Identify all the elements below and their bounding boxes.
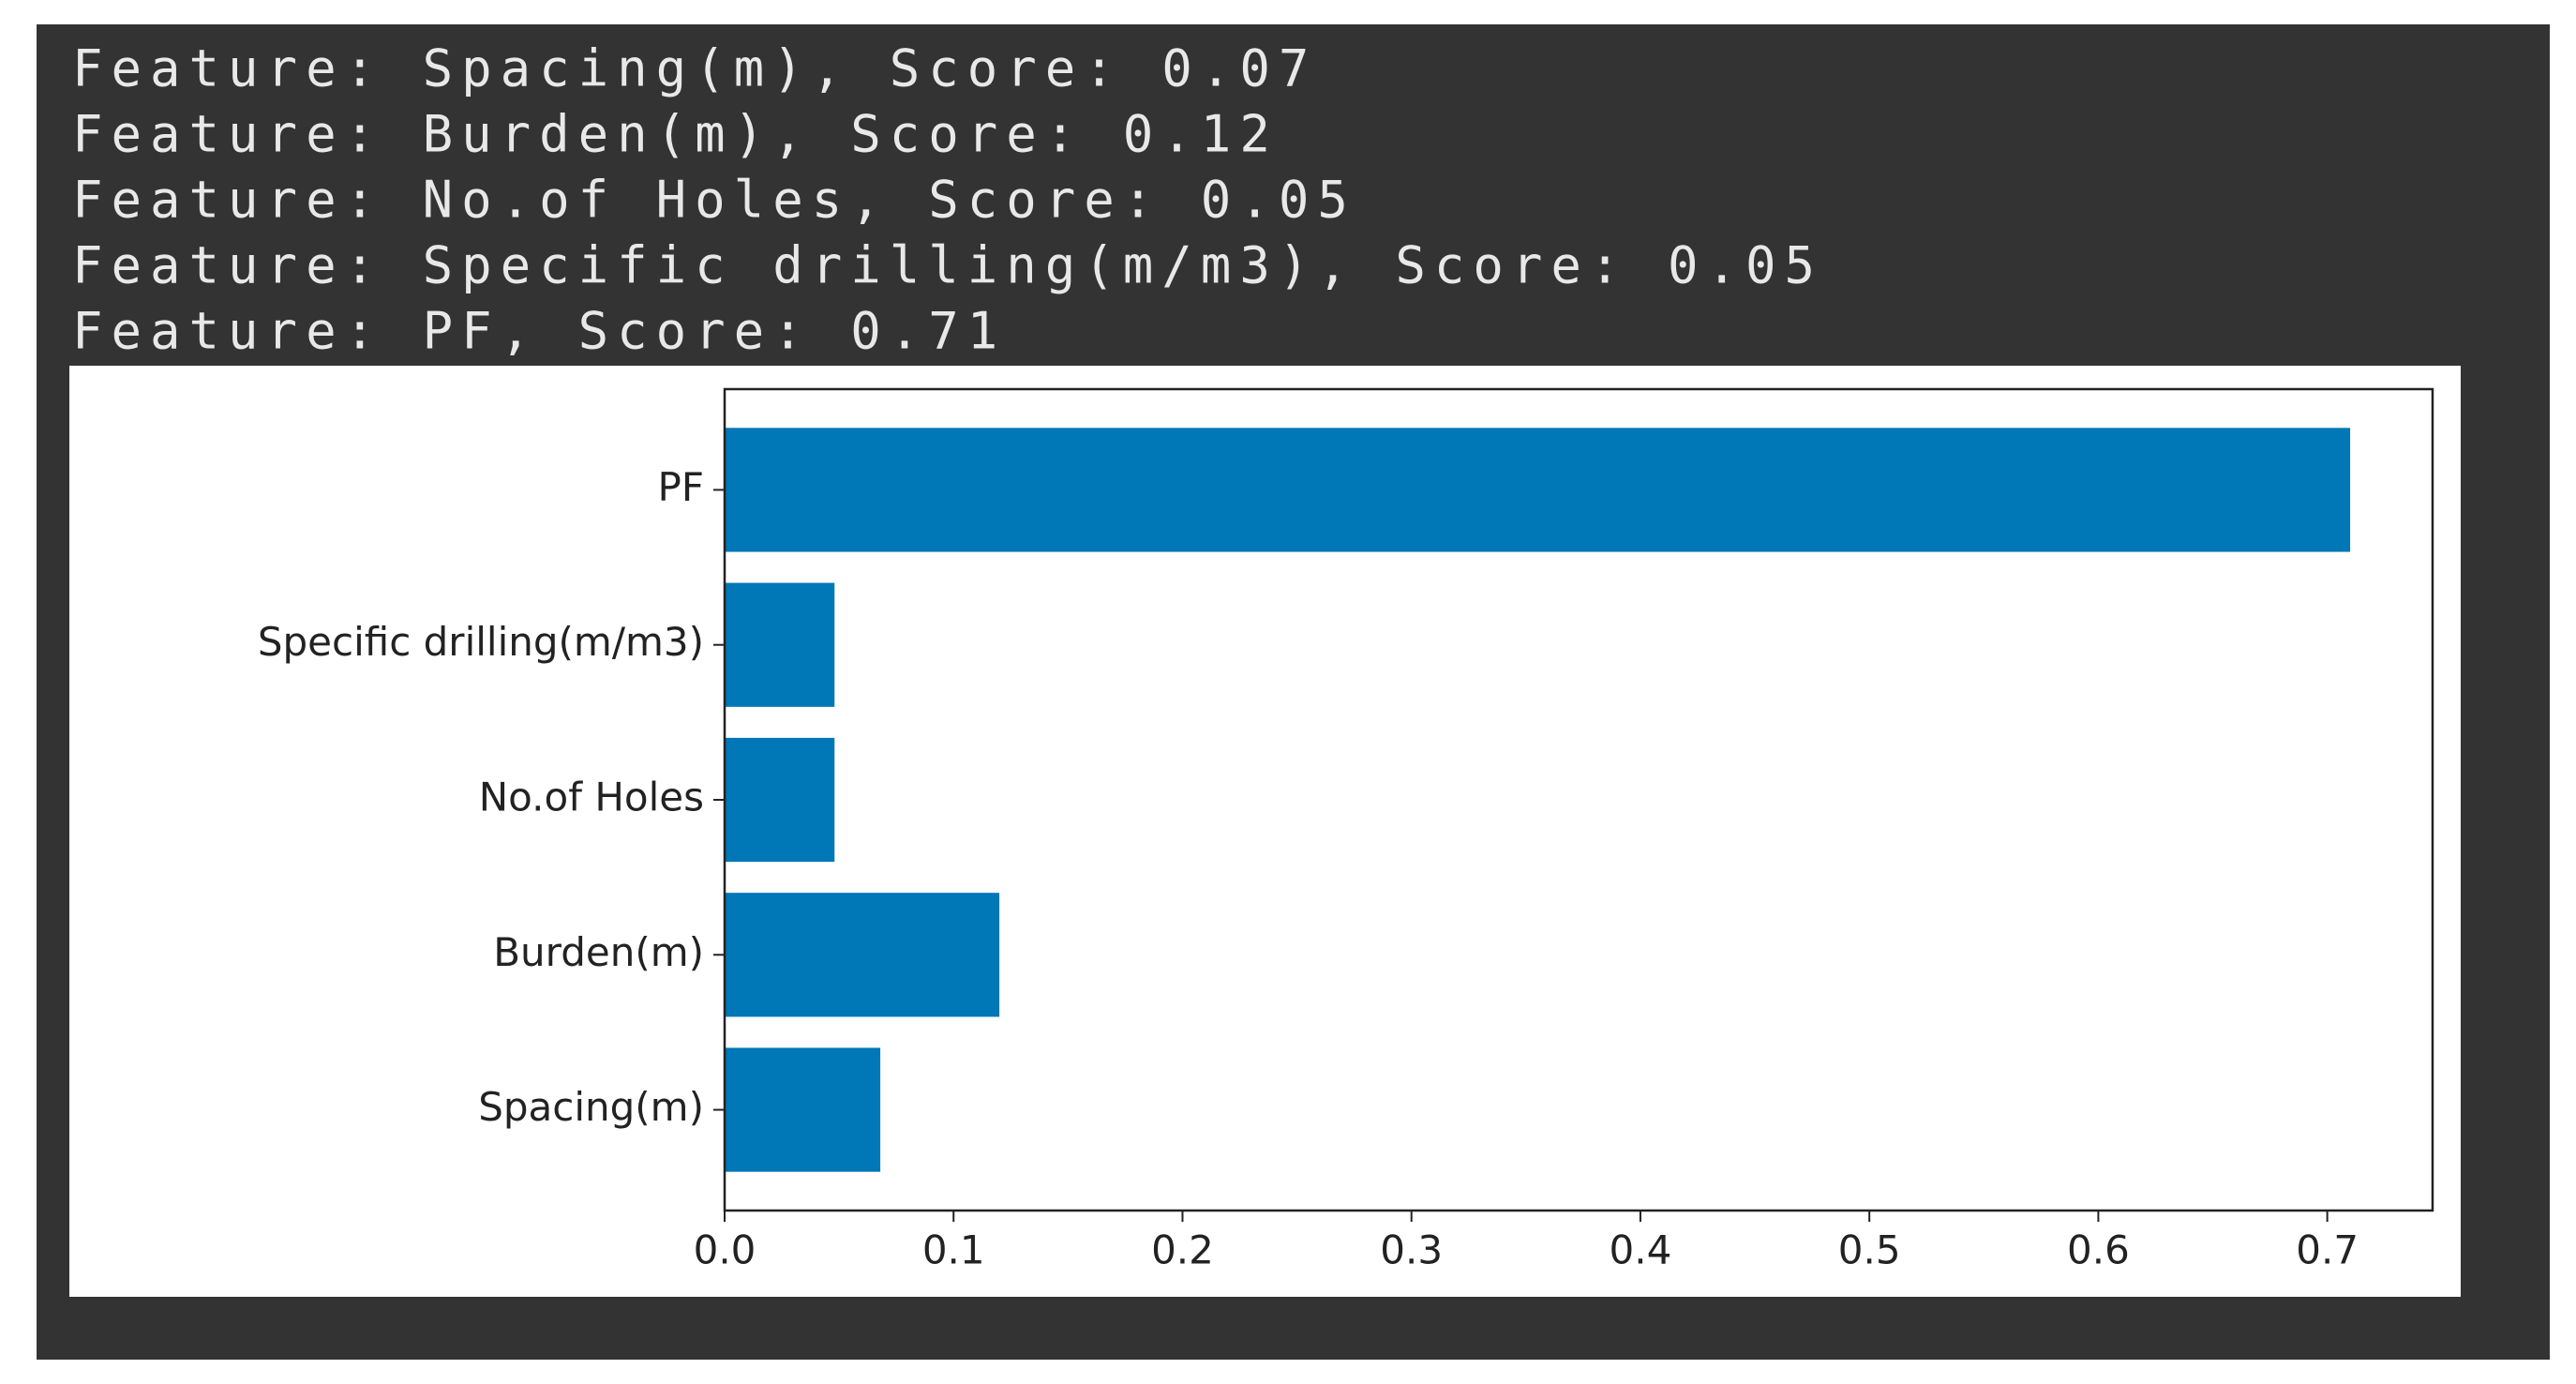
y-tick-label: PF	[658, 464, 705, 510]
x-tick-label: 0.7	[2296, 1227, 2359, 1273]
x-tick-label: 0.0	[694, 1227, 756, 1273]
bar	[725, 582, 835, 707]
console-line: Feature: No.of Holes, Score: 0.05	[72, 171, 1356, 230]
x-tick-label: 0.4	[1610, 1227, 1672, 1273]
bar	[725, 428, 2351, 552]
y-tick-label: Burden(m)	[493, 929, 704, 975]
x-tick-label: 0.3	[1380, 1227, 1443, 1273]
console-line: Feature: Spacing(m), Score: 0.07	[72, 39, 1317, 98]
x-tick-label: 0.6	[2067, 1227, 2130, 1273]
bar	[725, 737, 835, 863]
x-tick-label: 0.2	[1151, 1227, 1214, 1273]
bar	[725, 1047, 881, 1172]
console-line: Feature: PF, Score: 0.71	[72, 302, 1006, 361]
axes-frame	[723, 387, 2434, 1212]
bar	[725, 893, 1000, 1017]
x-tick-label: 0.5	[1838, 1227, 1901, 1273]
y-tick-label: Spacing(m)	[478, 1084, 704, 1130]
console-line: Feature: Burden(m), Score: 0.12	[72, 105, 1279, 164]
y-tick-label: No.of Holes	[479, 775, 704, 820]
y-tick-label: Specific drilling(m/m3)	[258, 619, 704, 665]
x-tick-label: 0.1	[922, 1227, 985, 1273]
console-line: Feature: Specific drilling(m/m3), Score:…	[72, 236, 1823, 295]
